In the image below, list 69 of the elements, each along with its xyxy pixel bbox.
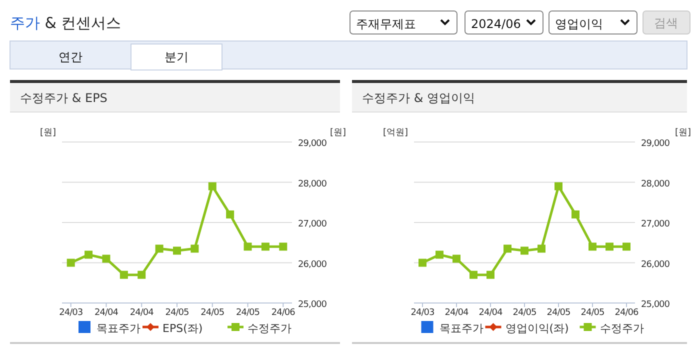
point: [538, 244, 546, 253]
text: 분기: [164, 50, 188, 64]
x-tick-label: 24/05: [546, 308, 570, 318]
x-tick-label: 24/04: [130, 308, 154, 318]
x-tick-label: 24/05: [165, 308, 189, 318]
point: [452, 254, 460, 263]
y2-tick-label: 25,000: [641, 300, 670, 310]
y2-tick-label: 25,000: [298, 300, 328, 310]
x-tick-label: 24/03: [59, 308, 83, 318]
text: 주재무제표: [356, 17, 416, 31]
y-axis-title: [억원]: [383, 128, 408, 138]
legend-label: 목표주가: [96, 322, 140, 335]
point: [622, 242, 630, 251]
point: [226, 210, 234, 218]
point: [470, 270, 478, 279]
chart-title: 수정주가 & 영업이익: [362, 91, 475, 105]
y2-tick-label: 26,000: [298, 260, 328, 270]
point: [520, 246, 528, 255]
x-tick-label: 24/03: [410, 308, 434, 318]
point: [244, 242, 252, 251]
x-tick-label: 24/04: [444, 308, 469, 318]
point: [279, 242, 288, 251]
legend-label: EPS(좌): [162, 322, 203, 335]
text: 검색: [654, 16, 678, 30]
y2-tick-label: 28,000: [641, 179, 670, 190]
point: [84, 250, 93, 259]
legend-label: 영업이익(좌): [505, 322, 569, 335]
point: [155, 244, 164, 253]
point: [102, 254, 110, 263]
x-tick-label: 24/04: [478, 308, 503, 318]
text: 연간: [58, 50, 82, 64]
y2-tick-label: 29,000: [641, 139, 670, 149]
text: 주가 & 컨센서스: [10, 14, 122, 32]
legend-label: 수정주가: [600, 322, 644, 335]
y2-tick-label: 27,000: [641, 220, 670, 230]
x-tick-label: 24/05: [512, 308, 536, 318]
point: [261, 242, 270, 251]
text: 2024/06: [471, 17, 521, 31]
y-axis-title: [원]: [40, 128, 56, 138]
y2-tick-label: 27,000: [298, 220, 328, 230]
y2-tick-label: 26,000: [641, 260, 670, 270]
point: [588, 242, 596, 251]
x-tick-label: 24/05: [200, 308, 224, 318]
point: [120, 270, 128, 279]
text: 영업이익: [555, 17, 603, 31]
y2-tick-label: 28,000: [298, 179, 328, 190]
point: [554, 182, 562, 190]
point: [208, 182, 216, 190]
y2-tick-label: 29,000: [298, 139, 328, 149]
y2-axis-title: [원]: [675, 128, 692, 138]
point: [504, 244, 512, 253]
point: [572, 210, 580, 218]
x-tick-label: 24/04: [94, 308, 119, 318]
x-tick-label: 24/06: [271, 308, 296, 318]
point: [418, 258, 426, 267]
legend-label: 목표주가: [439, 322, 484, 335]
point: [606, 242, 614, 251]
y2-axis-title: [원]: [330, 128, 346, 138]
point: [66, 258, 75, 267]
point: [486, 270, 494, 279]
x-tick-label: 24/06: [614, 308, 639, 318]
point: [436, 250, 444, 259]
point: [138, 270, 146, 279]
legend-label: 수정주가: [248, 322, 292, 335]
x-tick-label: 24/05: [580, 308, 604, 318]
x-tick-label: 24/05: [236, 308, 260, 318]
point: [190, 244, 199, 253]
point: [173, 246, 181, 255]
chart-title: 수정주가 & EPS: [20, 91, 108, 105]
